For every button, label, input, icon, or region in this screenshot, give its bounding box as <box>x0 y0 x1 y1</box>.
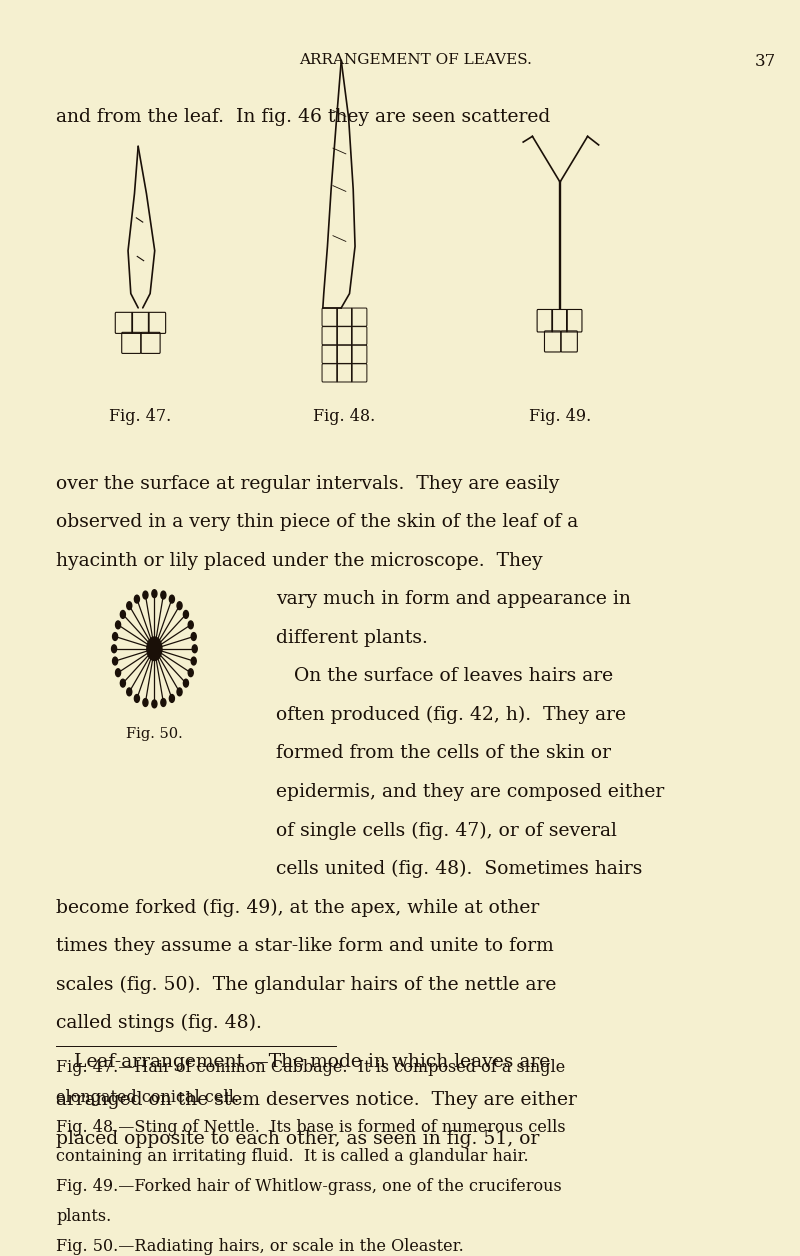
Circle shape <box>183 610 189 618</box>
Circle shape <box>134 595 139 603</box>
Circle shape <box>126 688 132 696</box>
Text: scales (fig. 50).  The glandular hairs of the nettle are: scales (fig. 50). The glandular hairs of… <box>56 976 556 993</box>
Circle shape <box>113 633 118 641</box>
Circle shape <box>147 637 162 661</box>
Text: ARRANGEMENT OF LEAVES.: ARRANGEMENT OF LEAVES. <box>299 54 533 68</box>
Circle shape <box>120 679 126 687</box>
Text: vary much in form and appearance in: vary much in form and appearance in <box>276 590 631 608</box>
Text: different plants.: different plants. <box>276 629 428 647</box>
Text: called stings (fig. 48).: called stings (fig. 48). <box>56 1014 262 1032</box>
Text: Fig. 48.—Sting of Nettle.  Its base is formed of numerous cells: Fig. 48.—Sting of Nettle. Its base is fo… <box>56 1119 566 1135</box>
Text: times they assume a star-like form and unite to form: times they assume a star-like form and u… <box>56 937 554 955</box>
Circle shape <box>177 688 182 696</box>
Text: over the surface at regular intervals.  They are easily: over the surface at regular intervals. T… <box>56 475 559 492</box>
Circle shape <box>143 698 148 706</box>
Text: Fig. 47.—Hair of common Cabbage.  It is composed of a single: Fig. 47.—Hair of common Cabbage. It is c… <box>56 1059 566 1076</box>
Text: arranged on the stem deserves notice.  They are either: arranged on the stem deserves notice. Th… <box>56 1091 577 1109</box>
Circle shape <box>143 592 148 599</box>
Circle shape <box>113 657 118 664</box>
Text: Fig. 47.: Fig. 47. <box>109 408 171 425</box>
Text: hyacinth or lily placed under the microscope.  They: hyacinth or lily placed under the micros… <box>56 551 542 570</box>
Circle shape <box>192 644 198 653</box>
Text: often produced (fig. 42, h).  They are: often produced (fig. 42, h). They are <box>276 706 626 725</box>
Text: of single cells (fig. 47), or of several: of single cells (fig. 47), or of several <box>276 821 617 840</box>
Text: become forked (fig. 49), at the apex, while at other: become forked (fig. 49), at the apex, wh… <box>56 898 539 917</box>
Circle shape <box>152 590 157 598</box>
Circle shape <box>188 668 194 677</box>
Text: elongated conical cell.: elongated conical cell. <box>56 1089 239 1105</box>
Text: and from the leaf.  In fig. 46 they are seen scattered: and from the leaf. In fig. 46 they are s… <box>56 108 550 126</box>
Circle shape <box>170 695 174 702</box>
Text: placed opposite to each other, as seen in fig. 51, or: placed opposite to each other, as seen i… <box>56 1129 539 1148</box>
Circle shape <box>161 592 166 599</box>
Circle shape <box>111 644 117 653</box>
Circle shape <box>161 698 166 706</box>
Circle shape <box>177 602 182 609</box>
Circle shape <box>120 610 126 618</box>
Text: epidermis, and they are composed either: epidermis, and they are composed either <box>276 782 664 801</box>
Circle shape <box>126 602 132 609</box>
Text: Fig. 48.: Fig. 48. <box>313 408 375 425</box>
Text: Fig. 49.: Fig. 49. <box>529 408 591 425</box>
Circle shape <box>188 620 194 629</box>
Text: plants.: plants. <box>56 1208 111 1225</box>
Text: On the surface of leaves hairs are: On the surface of leaves hairs are <box>276 667 613 686</box>
Text: Fig. 50.: Fig. 50. <box>126 727 182 741</box>
Circle shape <box>152 700 157 708</box>
Circle shape <box>115 668 121 677</box>
Text: 37: 37 <box>754 54 776 70</box>
Text: cells united (fig. 48).  Sometimes hairs: cells united (fig. 48). Sometimes hairs <box>276 860 642 878</box>
Text: formed from the cells of the skin or: formed from the cells of the skin or <box>276 745 611 762</box>
Circle shape <box>170 595 174 603</box>
Text: Leaf-arrangement.—The mode in which leaves are: Leaf-arrangement.—The mode in which leav… <box>56 1053 550 1070</box>
Text: containing an irritating fluid.  It is called a glandular hair.: containing an irritating fluid. It is ca… <box>56 1148 529 1166</box>
Text: Fig. 49.—Forked hair of Whitlow-grass, one of the cruciferous: Fig. 49.—Forked hair of Whitlow-grass, o… <box>56 1178 562 1196</box>
Circle shape <box>191 657 196 664</box>
Circle shape <box>115 620 121 629</box>
Text: observed in a very thin piece of the skin of the leaf of a: observed in a very thin piece of the ski… <box>56 514 578 531</box>
Text: Fig. 50.—Radiating hairs, or scale in the Oleaster.: Fig. 50.—Radiating hairs, or scale in th… <box>56 1238 464 1255</box>
Circle shape <box>134 695 139 702</box>
Circle shape <box>183 679 189 687</box>
Circle shape <box>191 633 196 641</box>
